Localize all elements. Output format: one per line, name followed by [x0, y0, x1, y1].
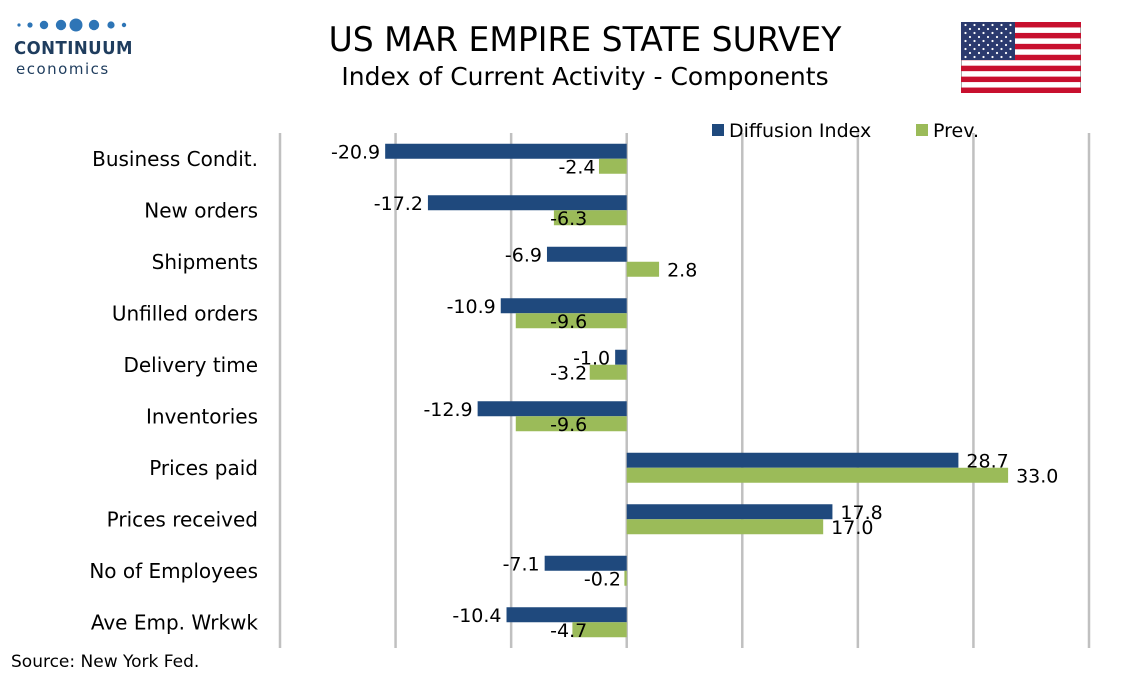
- legend-diffusion-index-label: Diffusion Index: [729, 120, 871, 142]
- bar-prev: [515, 313, 627, 329]
- chart-subtitle: Index of Current Activity - Components: [341, 62, 829, 91]
- data-label: -9.6: [550, 414, 587, 436]
- bar-diffusion-index: [506, 607, 627, 623]
- bar-prev: [572, 622, 627, 638]
- bar-diffusion-index: [500, 298, 627, 314]
- data-label: -2.4: [558, 156, 595, 178]
- category-label: Business Condit.: [92, 147, 258, 171]
- legend-diffusion-index-swatch: [712, 124, 724, 136]
- category-label: Unfilled orders: [112, 301, 258, 325]
- bar-diffusion-index: [615, 349, 627, 365]
- bar-diffusion-index: [546, 246, 627, 262]
- category-label: Delivery time: [123, 353, 258, 377]
- data-label: 28.7: [966, 450, 1008, 472]
- bar-prev: [626, 467, 1009, 483]
- data-label: 17.8: [840, 502, 882, 524]
- bar-diffusion-index: [427, 195, 627, 211]
- data-label: -0.2: [584, 568, 621, 590]
- data-label: -10.4: [452, 605, 501, 627]
- data-label: -6.3: [550, 208, 587, 230]
- bar-diffusion-index: [477, 401, 627, 417]
- category-label: Prices received: [107, 507, 258, 531]
- chart-title: US MAR EMPIRE STATE SURVEY: [328, 20, 842, 60]
- continuum-logo: CONTINUUM economics: [14, 14, 134, 78]
- us-flag-icon: [961, 22, 1081, 93]
- bar-diffusion-index: [544, 555, 627, 571]
- data-label: -10.9: [447, 296, 496, 318]
- bar-diffusion-index: [626, 452, 959, 468]
- bar-prev: [515, 416, 627, 432]
- data-label: -1.0: [573, 347, 610, 369]
- data-label: -6.9: [505, 244, 542, 266]
- bar-prev: [626, 519, 824, 535]
- data-label: 17.0: [831, 517, 873, 539]
- legend-prev-label: Prev.: [933, 120, 979, 142]
- logo-dots-icon: [17, 18, 127, 32]
- category-label: Ave Emp. Wrkwk: [91, 610, 259, 634]
- category-label: New orders: [144, 198, 258, 222]
- data-label: -9.6: [550, 311, 587, 333]
- category-label: Inventories: [146, 404, 258, 428]
- category-label: No of Employees: [89, 559, 258, 583]
- bar-prev: [553, 210, 627, 226]
- bar-diffusion-index: [385, 143, 627, 159]
- data-label: -3.2: [550, 362, 587, 384]
- bar-diffusion-index: [626, 504, 833, 520]
- brand-sub: economics: [16, 60, 110, 78]
- legend-prev-swatch: [916, 124, 928, 136]
- data-label: 33.0: [1016, 465, 1058, 487]
- bar-prev: [598, 158, 627, 174]
- data-label: -20.9: [331, 141, 380, 163]
- bar-prev: [624, 570, 627, 586]
- bar-prev: [626, 261, 660, 277]
- category-label: Shipments: [152, 250, 258, 274]
- data-label: 2.8: [667, 259, 697, 281]
- data-label: -17.2: [374, 193, 423, 215]
- data-label: -12.9: [423, 399, 472, 421]
- data-label: -4.7: [550, 620, 587, 642]
- category-label: Prices paid: [149, 456, 258, 480]
- bar-prev: [589, 364, 627, 380]
- source-note: Source: New York Fed.: [11, 652, 200, 672]
- brand-name: CONTINUUM: [14, 38, 133, 59]
- data-label: -7.1: [503, 553, 540, 575]
